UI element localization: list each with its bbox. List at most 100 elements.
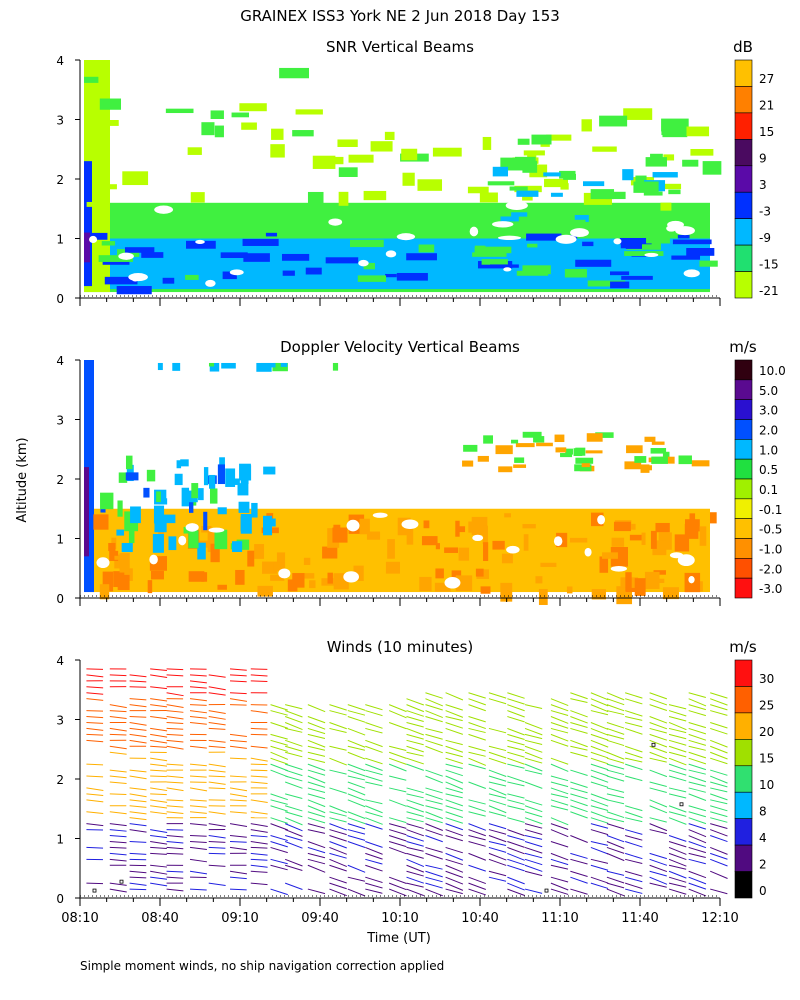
wind-barb (189, 787, 208, 792)
doppler-cell (242, 484, 247, 492)
wind-barb (270, 864, 288, 871)
wind-barb (109, 751, 127, 755)
snr-cell (605, 191, 626, 200)
snr-cell (550, 192, 563, 197)
wind-barb (649, 692, 668, 700)
colorbar-swatch (734, 244, 753, 272)
snr-cell (396, 272, 428, 281)
x-tick-label: 08:10 (61, 911, 98, 926)
wind-barb (285, 745, 303, 752)
wind-barb (129, 716, 147, 718)
wind-barb (86, 727, 104, 731)
wind-barb (250, 846, 268, 849)
wind-barb (606, 817, 625, 823)
colorbar-unit: dB (733, 38, 753, 56)
doppler-cell (585, 450, 603, 454)
wind-barb (710, 698, 728, 706)
doppler-cell (157, 362, 163, 371)
wind-barb (445, 888, 463, 895)
doppler-cell (565, 448, 573, 455)
wind-barb (406, 858, 425, 868)
wind-barb (668, 793, 687, 799)
wind-barb (468, 823, 487, 831)
wind-barb (406, 817, 424, 823)
snr-gap (675, 226, 695, 236)
wind-barb (166, 745, 184, 750)
snr-cell (526, 233, 562, 241)
wind-barb (688, 805, 707, 812)
wind-barb (189, 888, 207, 891)
wind-barb (86, 686, 104, 689)
snr-cell (511, 212, 528, 217)
wind-barb (550, 787, 569, 795)
doppler-cell (458, 526, 466, 533)
doppler-cell (575, 457, 594, 464)
wind-barb (688, 698, 707, 707)
snr-cell (271, 128, 284, 140)
wind-barb (189, 710, 207, 714)
wind-barb (406, 799, 424, 807)
wind-barb (129, 852, 147, 855)
wind-barb (150, 840, 168, 845)
panel-title: Winds (10 minutes) (327, 638, 474, 656)
colorbar-label: 21 (759, 99, 774, 113)
snr-gap (497, 235, 522, 241)
wind-barb (166, 716, 184, 720)
wind-barb (285, 775, 303, 782)
doppler-cell (116, 529, 125, 536)
wind-barb (625, 692, 643, 699)
wind-barb (208, 882, 226, 886)
wind-barb (406, 745, 424, 753)
snr-cell (89, 119, 119, 126)
wind-barb (229, 668, 247, 671)
wind-barb (389, 775, 407, 781)
wind-barb (307, 817, 326, 824)
wind-barb (606, 852, 625, 862)
colorbar-swatch (734, 419, 753, 440)
wind-barb (590, 692, 609, 701)
wind-barb (388, 704, 407, 713)
wind-barb (488, 835, 507, 843)
wind-barb (468, 852, 487, 861)
doppler-cell (540, 562, 557, 567)
doppler-cell (332, 362, 339, 371)
wind-barb (86, 733, 104, 736)
snr-cell (295, 109, 323, 115)
wind-barb (109, 811, 127, 815)
wind-barb (166, 799, 184, 802)
wind-barb (507, 692, 525, 699)
wind-barb (347, 704, 366, 711)
wind-barb (208, 787, 226, 790)
wind-barb (109, 704, 127, 709)
wind-barb (406, 698, 424, 706)
wind-barb (229, 739, 247, 743)
wind-barb (150, 769, 167, 772)
wind-barb (229, 846, 247, 851)
wind-barb (570, 811, 588, 819)
wind-barb (425, 811, 443, 820)
snr-cell (633, 181, 659, 193)
wind-barb (524, 727, 543, 736)
wind-barb (468, 835, 486, 841)
wind-barb (129, 811, 147, 815)
wind-barb (189, 674, 207, 677)
wind-barb (307, 745, 326, 751)
snr-cell (702, 161, 722, 175)
wind-barb (129, 882, 147, 886)
wind-barb (86, 823, 104, 827)
wind-barb (166, 852, 184, 855)
y-tick-label: 4 (56, 54, 64, 68)
wind-barb (250, 710, 268, 714)
wind-barb (250, 870, 268, 873)
panel-3: Winds (10 minutes) 0 1 2 3 4 08:10 08:40 09:10 09… (56, 638, 774, 926)
doppler-cell (93, 514, 109, 530)
colorbar-label: 25 (759, 699, 774, 713)
doppler-cell (198, 488, 204, 501)
wind-barb (649, 805, 668, 814)
doppler-cell (273, 562, 286, 572)
x-tick-label: 10:10 (381, 911, 418, 926)
snr-band (84, 161, 92, 287)
wind-barb (570, 835, 588, 843)
wind-barb (625, 876, 643, 883)
wind-barb (270, 763, 289, 772)
